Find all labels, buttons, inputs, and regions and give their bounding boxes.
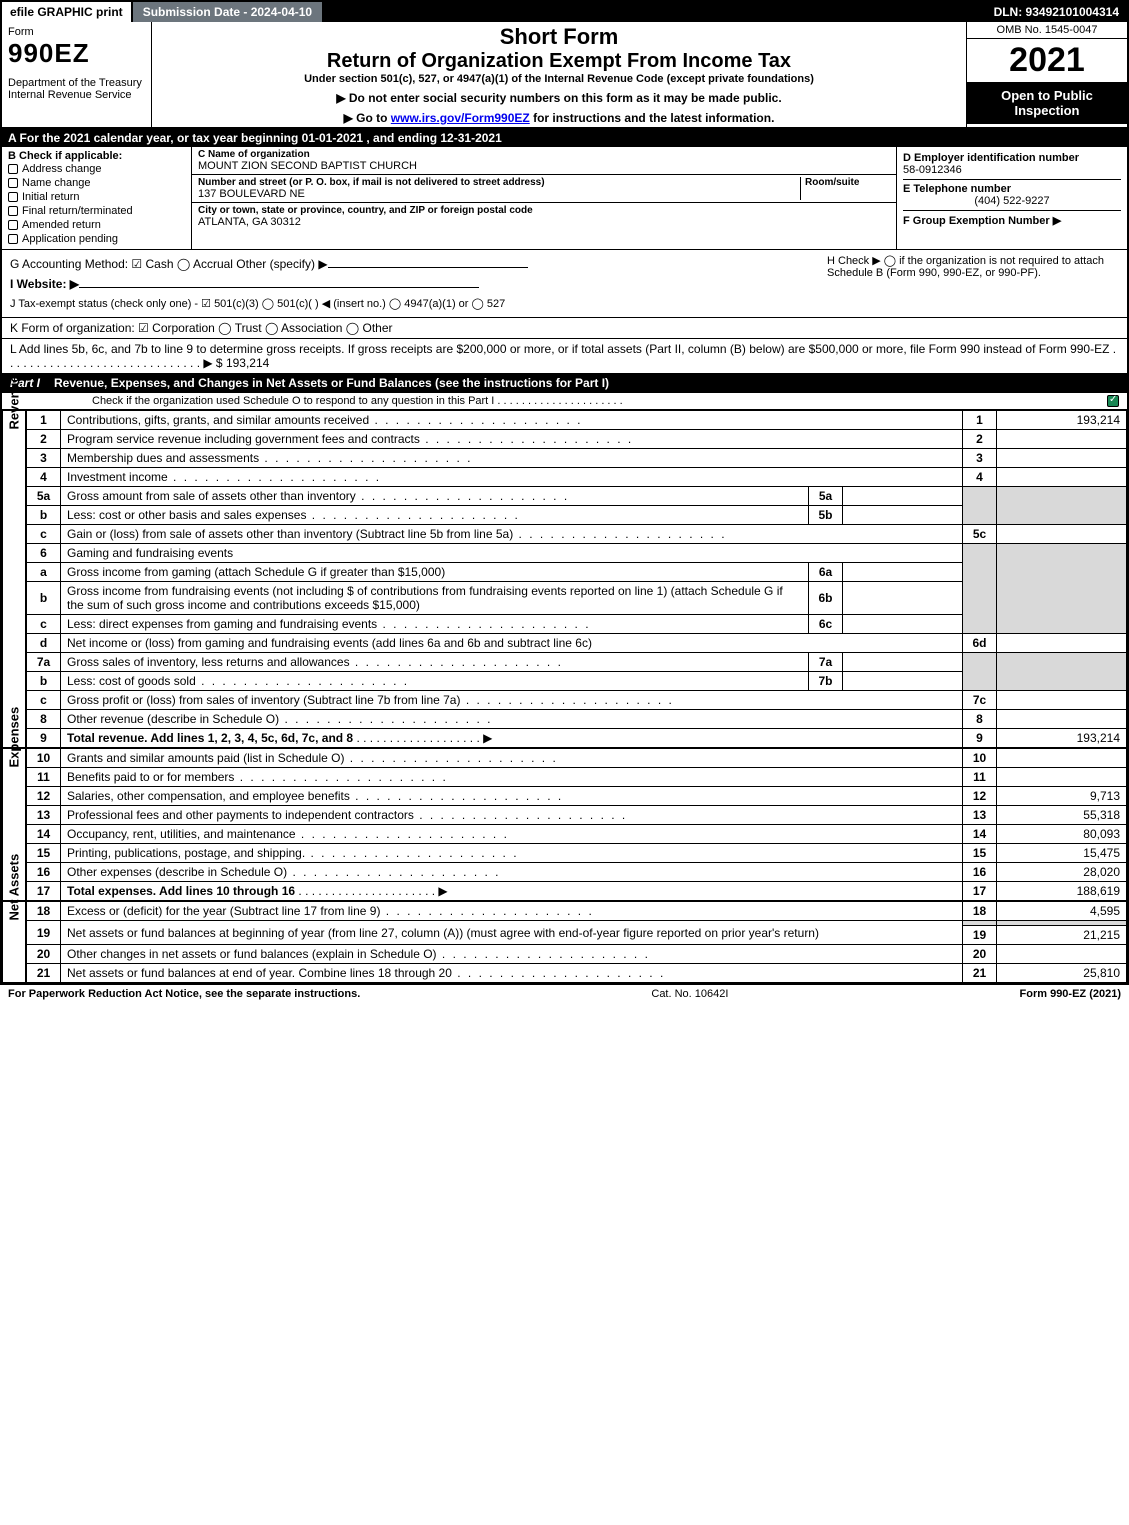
phone-value: (404) 522-9227 <box>903 195 1121 207</box>
chk-application-pending[interactable]: Application pending <box>8 232 185 246</box>
row-g: G Accounting Method: ☑ Cash ◯ Accrual Ot… <box>10 254 819 274</box>
main-title: Return of Organization Exempt From Incom… <box>158 50 960 73</box>
dept: Department of the Treasury Internal Reve… <box>8 77 145 101</box>
footer-cat: Cat. No. 10642I <box>651 988 728 1000</box>
checkbox-icon <box>8 178 18 188</box>
line-12-amount: 9,713 <box>997 787 1127 806</box>
line-16-amount: 28,020 <box>997 863 1127 882</box>
checkbox-icon <box>8 206 18 216</box>
row-j: J Tax-exempt status (check only one) - ☑… <box>10 294 819 313</box>
expenses-table: 10Grants and similar amounts paid (list … <box>26 748 1127 901</box>
phone-label: E Telephone number <box>903 183 1121 195</box>
checkbox-icon <box>8 220 18 230</box>
instr2-pre: ▶ Go to <box>344 111 391 125</box>
open-public: Open to Public Inspection <box>967 82 1127 124</box>
org-name-row: C Name of organization MOUNT ZION SECOND… <box>192 147 896 175</box>
netassets-section: Net Assets 18Excess or (deficit) for the… <box>2 901 1127 983</box>
street-address: 137 BOULEVARD NE <box>198 188 800 200</box>
omb-number: OMB No. 1545-0047 <box>967 22 1127 39</box>
col-c: C Name of organization MOUNT ZION SECOND… <box>192 147 1127 249</box>
chk-name-change[interactable]: Name change <box>8 176 185 190</box>
room-suite-label: Room/suite <box>805 177 890 188</box>
dln: DLN: 93492101004314 <box>986 2 1127 22</box>
col-d-e-f: D Employer identification number 58-0912… <box>897 147 1127 249</box>
line-1-amount: 193,214 <box>997 411 1127 430</box>
footer: For Paperwork Reduction Act Notice, see … <box>0 985 1129 1003</box>
section-b-to-f: B Check if applicable: Address change Na… <box>2 147 1127 250</box>
chk-amended-return[interactable]: Amended return <box>8 218 185 232</box>
instruction-2: ▶ Go to www.irs.gov/Form990EZ for instru… <box>158 111 960 125</box>
subtitle: Under section 501(c), 527, or 4947(a)(1)… <box>158 73 960 85</box>
chk-final-return[interactable]: Final return/terminated <box>8 204 185 218</box>
line-14-amount: 80,093 <box>997 825 1127 844</box>
netassets-table: 18Excess or (deficit) for the year (Subt… <box>26 901 1127 983</box>
address-row: Number and street (or P. O. box, if mail… <box>192 175 896 203</box>
ein-value: 58-0912346 <box>903 164 1121 176</box>
short-form-title: Short Form <box>158 24 960 50</box>
row-h: H Check ▶ ◯ if the organization is not r… <box>819 254 1119 313</box>
irs-link[interactable]: www.irs.gov/Form990EZ <box>391 111 530 125</box>
line-18-amount: 4,595 <box>997 902 1127 921</box>
footer-left: For Paperwork Reduction Act Notice, see … <box>8 988 360 1000</box>
line-13-amount: 55,318 <box>997 806 1127 825</box>
chk-initial-return[interactable]: Initial return <box>8 190 185 204</box>
row-a: A For the 2021 calendar year, or tax yea… <box>2 129 1127 147</box>
chk-address-change[interactable]: Address change <box>8 162 185 176</box>
section-g-h-i-j: G Accounting Method: ☑ Cash ◯ Accrual Ot… <box>2 250 1127 317</box>
row-l: L Add lines 5b, 6c, and 7b to line 9 to … <box>2 339 1127 373</box>
netassets-side-label: Net Assets <box>2 901 26 983</box>
efile-print[interactable]: efile GRAPHIC print <box>2 2 133 22</box>
line-17-amount: 188,619 <box>997 882 1127 901</box>
part-i-header: Part I Revenue, Expenses, and Changes in… <box>2 373 1127 393</box>
header-left: Form 990EZ Department of the Treasury In… <box>2 22 152 127</box>
gross-receipts: 193,214 <box>226 356 269 370</box>
checkbox-icon <box>8 234 18 244</box>
part-i-title: Revenue, Expenses, and Changes in Net As… <box>54 376 609 390</box>
form-number: 990EZ <box>8 38 145 69</box>
header-center: Short Form Return of Organization Exempt… <box>152 22 967 127</box>
line-15-amount: 15,475 <box>997 844 1127 863</box>
revenue-table: 1Contributions, gifts, grants, and simil… <box>26 410 1127 748</box>
schedule-o-checkbox-icon <box>1107 395 1119 407</box>
revenue-side-label: Revenue <box>2 410 26 748</box>
line-9-amount: 193,214 <box>997 729 1127 748</box>
submission-date: Submission Date - 2024-04-10 <box>133 2 322 22</box>
form-container: efile GRAPHIC print Submission Date - 20… <box>0 0 1129 985</box>
instr2-post: for instructions and the latest informat… <box>530 111 775 125</box>
city-row: City or town, state or province, country… <box>192 203 896 230</box>
ein-label: D Employer identification number <box>903 152 1121 164</box>
line-21-amount: 25,810 <box>997 964 1127 983</box>
row-k: K Form of organization: ☑ Corporation ◯ … <box>2 317 1127 339</box>
col-b: B Check if applicable: Address change Na… <box>2 147 192 249</box>
footer-right: Form 990-EZ (2021) <box>1020 988 1121 1000</box>
topbar: efile GRAPHIC print Submission Date - 20… <box>2 2 1127 22</box>
checkbox-icon <box>8 164 18 174</box>
header: Form 990EZ Department of the Treasury In… <box>2 22 1127 129</box>
line-19-amount: 21,215 <box>997 926 1127 945</box>
part-i-sub: Check if the organization used Schedule … <box>2 393 1127 410</box>
expenses-section: Expenses 10Grants and similar amounts pa… <box>2 748 1127 901</box>
city-state-zip: ATLANTA, GA 30312 <box>198 216 890 228</box>
checkbox-icon <box>8 192 18 202</box>
header-right: OMB No. 1545-0047 2021 Open to Public In… <box>967 22 1127 127</box>
b-label: B Check if applicable: <box>8 150 185 162</box>
revenue-section: Revenue 1Contributions, gifts, grants, a… <box>2 410 1127 748</box>
org-name: MOUNT ZION SECOND BAPTIST CHURCH <box>198 160 890 172</box>
instruction-1: ▶ Do not enter social security numbers o… <box>158 91 960 105</box>
tax-year: 2021 <box>967 39 1127 82</box>
row-i: I Website: ▶ <box>10 274 819 294</box>
group-exemption-label: F Group Exemption Number ▶ <box>903 214 1121 227</box>
form-label: Form <box>8 26 145 38</box>
